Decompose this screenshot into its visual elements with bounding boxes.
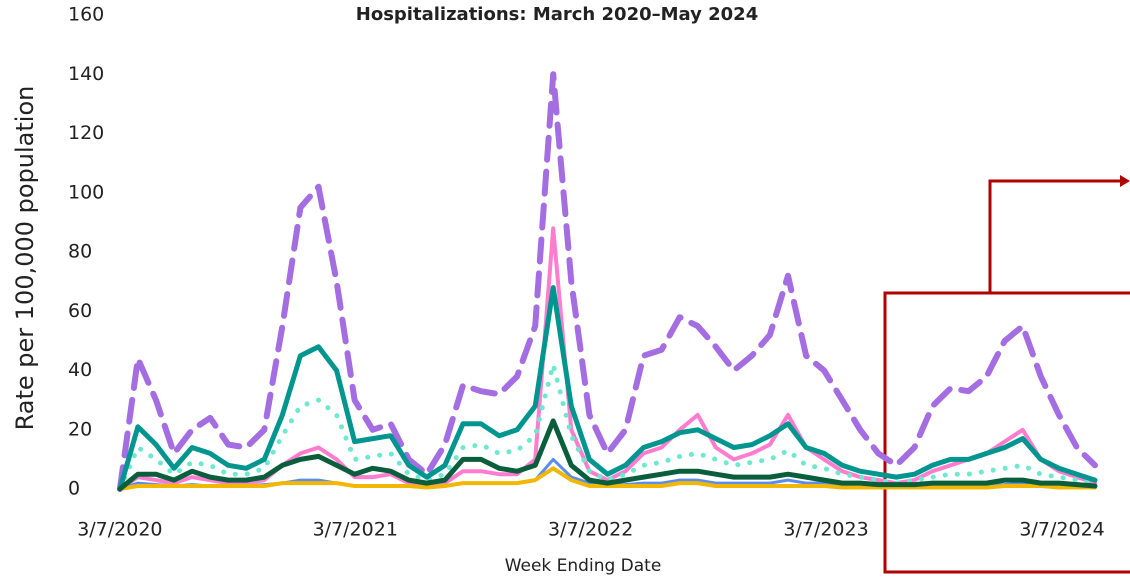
y-axis-label: Rate per 100,000 population [11, 86, 39, 431]
callout-arrow [1120, 175, 1130, 187]
x-tick-label: 3/7/2022 [548, 519, 633, 541]
y-tick-label: 0 [68, 478, 80, 500]
x-tick-label: 3/7/2020 [77, 519, 162, 541]
x-tick-label: 3/7/2021 [313, 519, 398, 541]
callout-box [883, 291, 1130, 574]
series-line [117, 466, 1097, 491]
y-tick-label: 160 [68, 4, 104, 26]
chart-title: Hospitalizations: March 2020–May 2024 [356, 4, 758, 25]
callout [883, 175, 1130, 574]
y-tick-label: 100 [68, 181, 104, 203]
series-line [116, 71, 1098, 492]
series-line [117, 362, 1098, 492]
y-tick-label: 40 [68, 359, 92, 381]
y-tick-label: 140 [68, 63, 104, 85]
series-line [117, 418, 1098, 492]
y-tick-label: 80 [68, 241, 92, 263]
x-tick-label: 3/7/2024 [1019, 519, 1104, 541]
series-line [117, 285, 1098, 492]
x-axis-label: Week Ending Date [505, 556, 662, 576]
callout-connector [988, 179, 1122, 293]
y-tick-label: 120 [68, 122, 104, 144]
y-tick-label: 60 [68, 300, 92, 322]
y-tick-label: 20 [68, 418, 92, 440]
x-tick-label: 3/7/2023 [783, 519, 868, 541]
